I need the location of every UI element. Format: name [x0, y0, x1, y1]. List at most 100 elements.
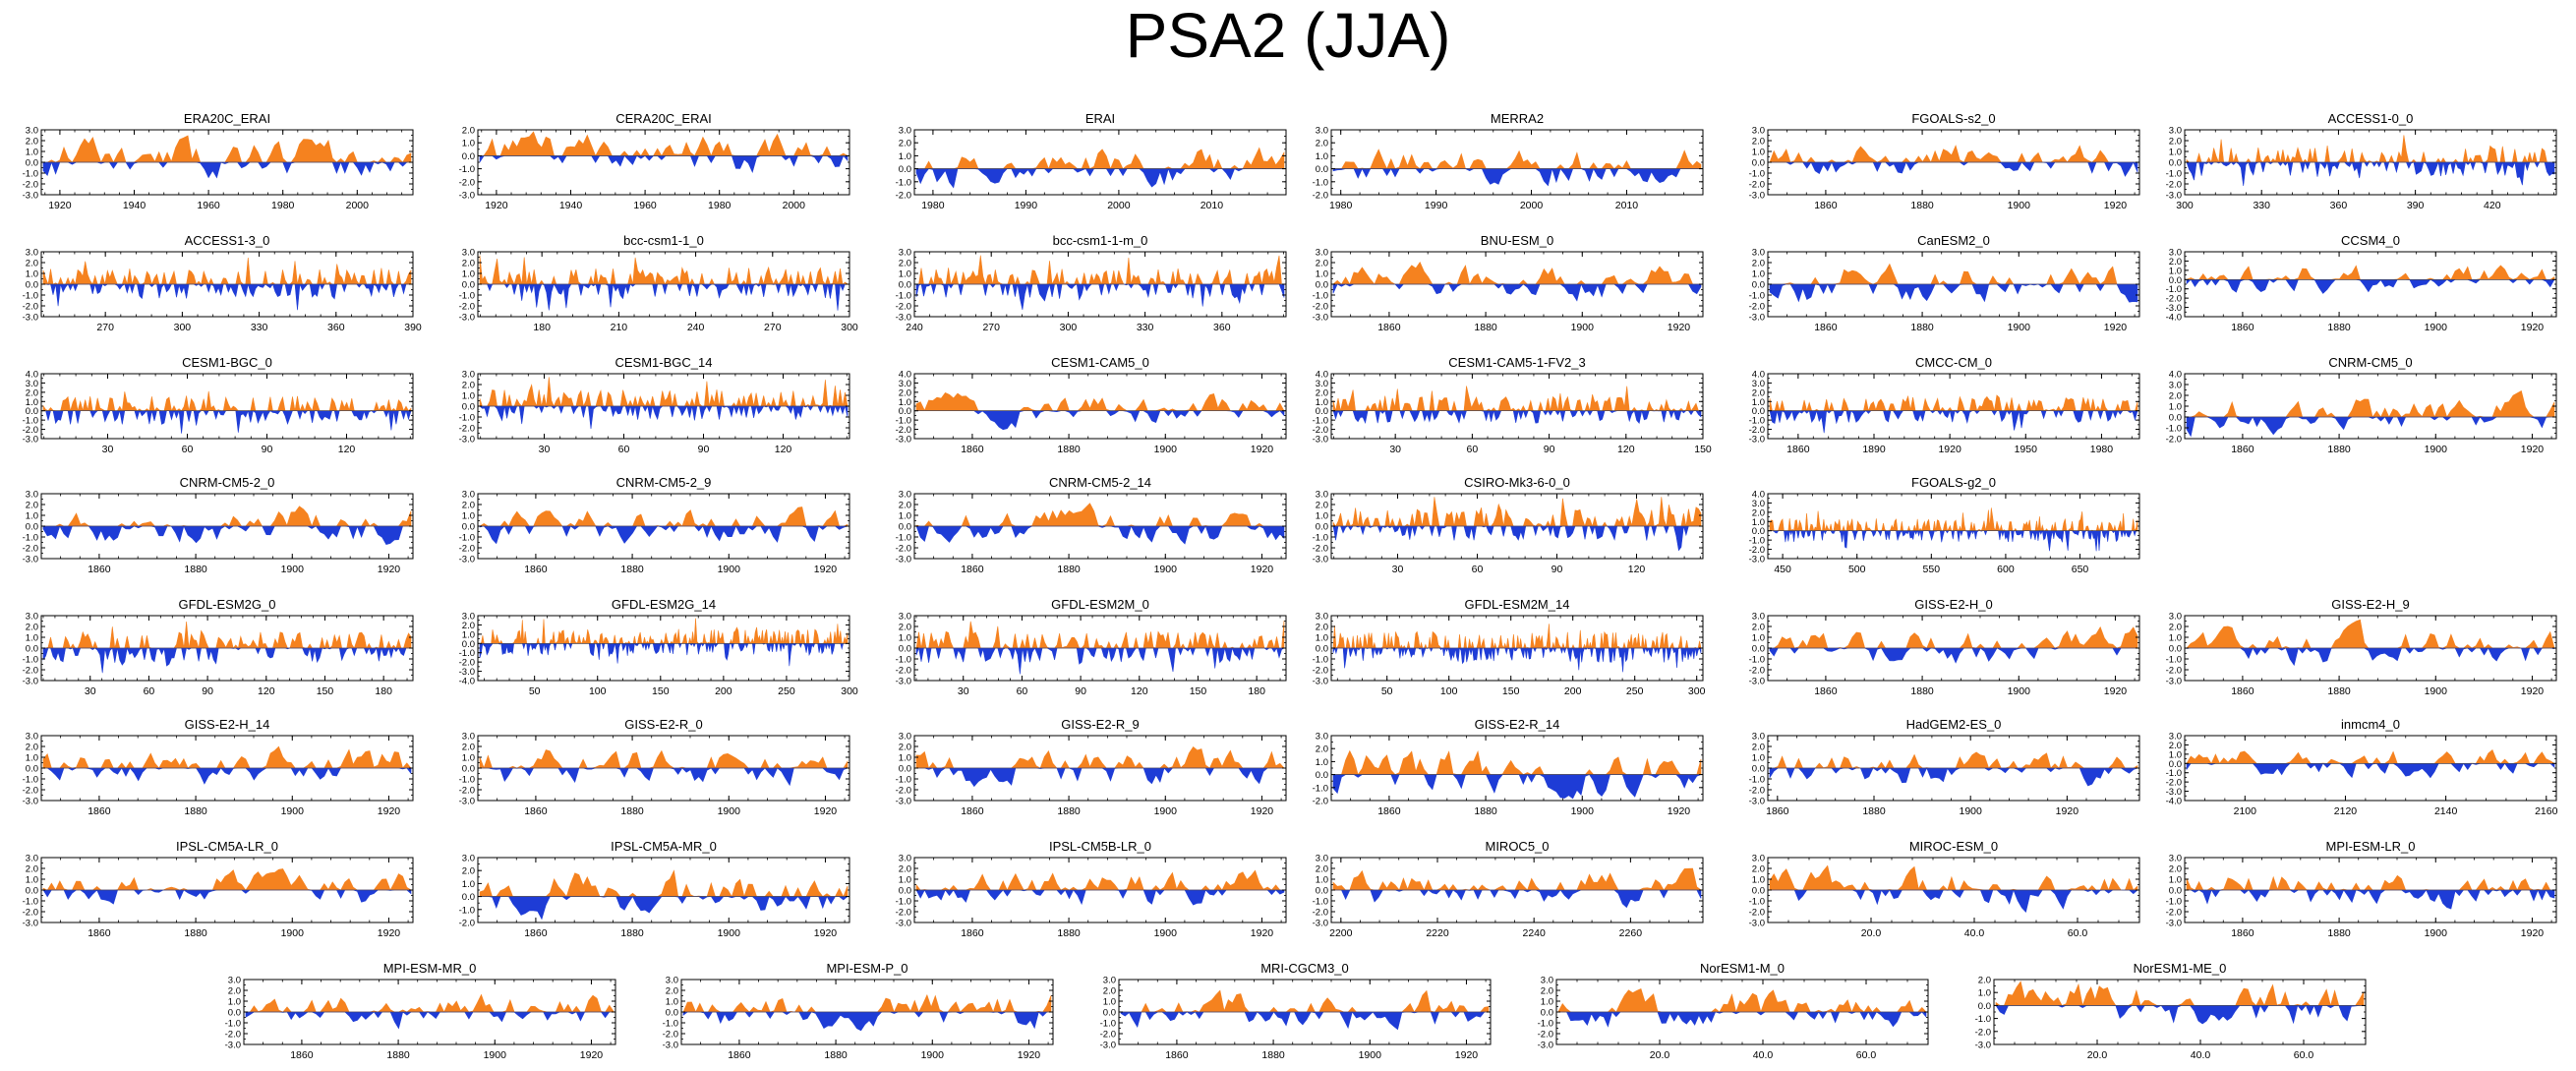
negative-area — [1770, 529, 2137, 552]
x-tick-label: 180 — [1248, 685, 1265, 697]
panel-MPI-ESM-P_0: MPI-ESM-P_0 3.02.01.00.0-1.0-2.0-3.0 1860 1… — [663, 961, 1054, 1061]
y-tick-label: 2.0 — [899, 387, 911, 398]
positive-area — [1770, 625, 2138, 649]
y-tick-label: -1.0 — [2166, 424, 2182, 435]
x-tick-label: 100 — [589, 685, 607, 697]
panel-title: GISS-E2-R_9 — [1061, 717, 1139, 732]
y-tick-label: 0.0 — [462, 639, 475, 650]
page-title: PSA2 (JJA) — [1125, 0, 1451, 71]
negative-area — [479, 154, 849, 173]
y-tick-label: 1.0 — [899, 397, 911, 408]
x-tick-label: 2000 — [1107, 200, 1131, 211]
y-tick-label: 2.0 — [1752, 864, 1765, 875]
y-tick-label: -1.0 — [1313, 177, 1328, 188]
y-tick-label: 2.0 — [1752, 259, 1765, 269]
y-tick-label: 2.0 — [1316, 623, 1328, 633]
y-tick-label: 1.0 — [462, 391, 475, 402]
x-tick-label: 1860 — [88, 927, 111, 939]
y-tick-label: 3.0 — [26, 490, 38, 501]
y-tick-label: -3.0 — [1749, 797, 1765, 807]
y-tick-label: 3.0 — [26, 612, 38, 623]
y-tick-label: -2.0 — [1749, 180, 1765, 191]
panel-title: bcc-csm1-1-m_0 — [1053, 233, 1148, 248]
y-tick-label: 0.0 — [1541, 1008, 1553, 1019]
x-tick-label: 1880 — [1057, 805, 1081, 817]
y-tick-label: -3.0 — [1100, 1041, 1116, 1051]
x-tick-label: 150 — [1694, 444, 1712, 455]
x-tick-label: 2200 — [1329, 927, 1353, 939]
panel-GISS-E2-H_9: GISS-E2-H_9 3.02.01.00.0-1.0-2.0-3.0 1860 1… — [2166, 597, 2557, 697]
y-tick-label: -3.0 — [896, 677, 911, 687]
y-tick-label: -1.0 — [1749, 416, 1765, 427]
positive-area — [2186, 265, 2555, 280]
x-tick-label: 2000 — [346, 200, 370, 211]
x-tick-label: 2000 — [1520, 200, 1544, 211]
y-tick-label: -3.0 — [1749, 313, 1765, 324]
y-tick-label: 2.0 — [2169, 741, 2182, 751]
negative-area — [1995, 1004, 2364, 1025]
y-tick-label: -2.0 — [896, 302, 911, 313]
x-tick-label: 1860 — [290, 1049, 314, 1061]
y-tick-label: 0.0 — [26, 522, 38, 533]
y-tick-label: -1.0 — [2166, 768, 2182, 779]
x-tick-label: 60 — [144, 685, 155, 697]
y-tick-label: 3.0 — [2169, 248, 2182, 259]
y-tick-label: -3.0 — [2166, 787, 2182, 798]
x-tick-label: 450 — [1774, 564, 1791, 575]
y-tick-label: -3.0 — [1313, 555, 1328, 565]
y-tick-label: 2.0 — [1978, 976, 1991, 986]
panel-title: CNRM-CM5-2_9 — [616, 475, 712, 490]
x-tick-label: 1960 — [633, 200, 657, 211]
y-tick-label: 3.0 — [1316, 612, 1328, 623]
negative-area — [43, 282, 411, 311]
x-tick-label: 1900 — [2425, 444, 2448, 455]
y-tick-label: -1.0 — [896, 177, 911, 188]
y-tick-label: 3.0 — [1316, 126, 1328, 137]
y-tick-label: -3.0 — [1313, 313, 1328, 324]
x-tick-label: 1860 — [2231, 685, 2254, 697]
y-tick-label: 1.0 — [26, 633, 38, 644]
panel-title: FGOALS-s2_0 — [1911, 111, 1995, 126]
y-tick-label: -1.0 — [23, 416, 38, 427]
panel-title: CNRM-CM5-2_0 — [180, 475, 275, 490]
positive-area — [246, 993, 615, 1013]
x-tick-label: 1900 — [718, 805, 741, 817]
negative-area — [42, 646, 411, 674]
positive-area — [478, 506, 849, 527]
x-tick-label: 1900 — [718, 927, 741, 939]
panel-title: CESM1-BGC_0 — [182, 355, 272, 370]
y-tick-label: 0.0 — [462, 522, 475, 533]
x-tick-label: 1880 — [1057, 564, 1081, 575]
y-tick-label: 0.0 — [1316, 406, 1328, 417]
y-tick-label: 0.0 — [1316, 644, 1328, 655]
positive-area — [1995, 981, 2365, 1007]
y-tick-label: 3.0 — [2169, 381, 2182, 391]
x-tick-label: 60 — [1467, 444, 1479, 455]
x-tick-label: 1920 — [814, 805, 838, 817]
y-tick-label: 0.0 — [462, 764, 475, 775]
panel-MIROC-ESM_0: MIROC-ESM_0 3.02.01.00.0-1.0-2.0-3.0 20.0 4… — [1749, 839, 2140, 939]
y-tick-label: -2.0 — [1749, 666, 1765, 677]
x-tick-label: 1860 — [728, 1049, 751, 1061]
positive-area — [479, 255, 849, 286]
x-tick-label: 2100 — [2234, 805, 2257, 817]
positive-area — [42, 868, 413, 891]
positive-area — [479, 131, 849, 157]
panel-CERA20C_ERAI: CERA20C_ERAI 2.0 1.0 0.0 -1.0 -2.0 -3.0 1920 194… — [459, 111, 850, 211]
x-tick-label: 1860 — [1786, 444, 1810, 455]
y-tick-label: -3.0 — [2166, 677, 2182, 687]
y-tick-label: -1.0 — [23, 655, 38, 666]
positive-area — [1770, 263, 2137, 285]
y-tick-label: 1.0 — [1752, 753, 1765, 764]
x-tick-label: 1880 — [1862, 805, 1886, 817]
x-tick-label: 330 — [251, 322, 268, 333]
y-tick-label: -4.0 — [2166, 313, 2182, 324]
panel-title: CNRM-CM5-2_14 — [1049, 475, 1151, 490]
y-tick-label: -2.0 — [1313, 191, 1328, 202]
y-tick-label: 2.0 — [462, 621, 475, 631]
positive-area — [915, 869, 1284, 891]
x-tick-label: 1920 — [2521, 322, 2545, 333]
y-tick-label: 0.0 — [2169, 759, 2182, 770]
y-tick-label: 1.0 — [2169, 633, 2182, 644]
y-tick-label: 3.0 — [26, 126, 38, 137]
